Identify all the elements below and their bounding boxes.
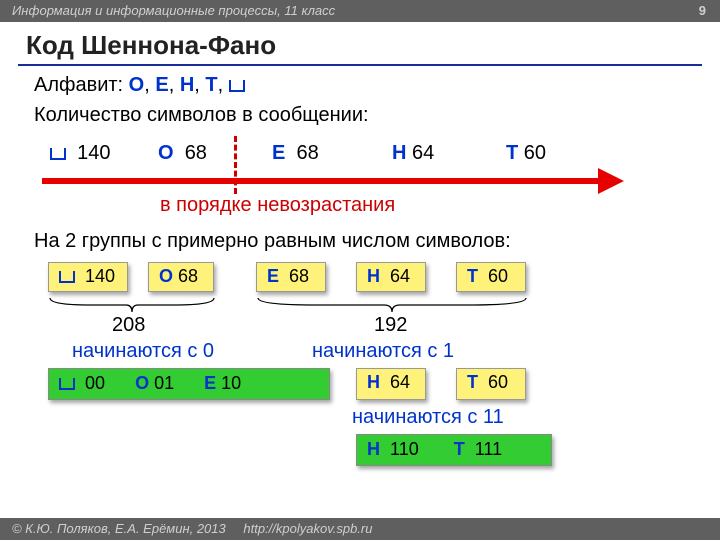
header-bar: Информация и информационные процессы, 11…	[0, 0, 720, 22]
prefix-right: начинаются с 1	[312, 340, 454, 363]
freq-n: Н 64	[392, 142, 434, 165]
divider-dash	[234, 136, 237, 194]
brace-left-icon	[48, 296, 216, 314]
arrow-line	[42, 178, 602, 184]
alpha-e: Е	[155, 74, 168, 96]
alphabet-label: Алфавит:	[34, 74, 123, 96]
sum-right: 192	[374, 314, 407, 337]
space-icon	[59, 378, 75, 390]
prefix-left: начинаются с 0	[72, 340, 214, 363]
chip-e: Е 68	[256, 262, 326, 292]
space-icon	[59, 271, 75, 283]
footer-link: http://kpolyakov.spb.ru	[243, 521, 372, 536]
chip-o: О 68	[148, 262, 214, 292]
footer-bar: © К.Ю. Поляков, Е.А. Ерёмин, 2013 http:/…	[0, 518, 720, 540]
chip-t: Т 60	[456, 262, 526, 292]
page-title: Код Шеннона-Фано	[26, 30, 276, 61]
freq-e: Е 68	[272, 142, 319, 165]
alphabet-line: Алфавит: О, Е, Н, Т,	[34, 74, 245, 97]
page-number: 9	[699, 3, 706, 18]
order-note: в порядке невозрастания	[160, 194, 395, 217]
alpha-space-icon	[229, 74, 245, 96]
footer-copy: © К.Ю. Поляков, Е.А. Ерёмин, 2013	[12, 521, 226, 536]
count-label: Количество символов в сообщении:	[34, 104, 369, 127]
green-t1: Т 60	[456, 368, 526, 400]
sum-left: 208	[112, 314, 145, 337]
freq-space: 140	[50, 142, 111, 165]
green-bottom: Н 110 Т 111	[356, 434, 552, 466]
arrow-head-icon	[598, 168, 624, 194]
brace-right-icon	[256, 296, 528, 314]
alpha-n: Н	[180, 74, 194, 96]
course-title: Информация и информационные процессы, 11…	[12, 3, 335, 18]
split-label: На 2 группы с примерно равным числом сим…	[34, 230, 511, 253]
freq-t: Т 60	[506, 142, 546, 165]
chip-space: 140	[48, 262, 128, 292]
alpha-o: О	[129, 74, 145, 96]
space-icon	[50, 148, 66, 160]
chip-n: Н 64	[356, 262, 426, 292]
title-underline	[18, 64, 702, 66]
green-n1: Н 64	[356, 368, 426, 400]
freq-o: О 68	[158, 142, 207, 165]
green-left: 00 О 01 Е 10	[48, 368, 330, 400]
alpha-t: Т	[205, 74, 217, 96]
prefix-sub: начинаются с 11	[352, 406, 504, 429]
